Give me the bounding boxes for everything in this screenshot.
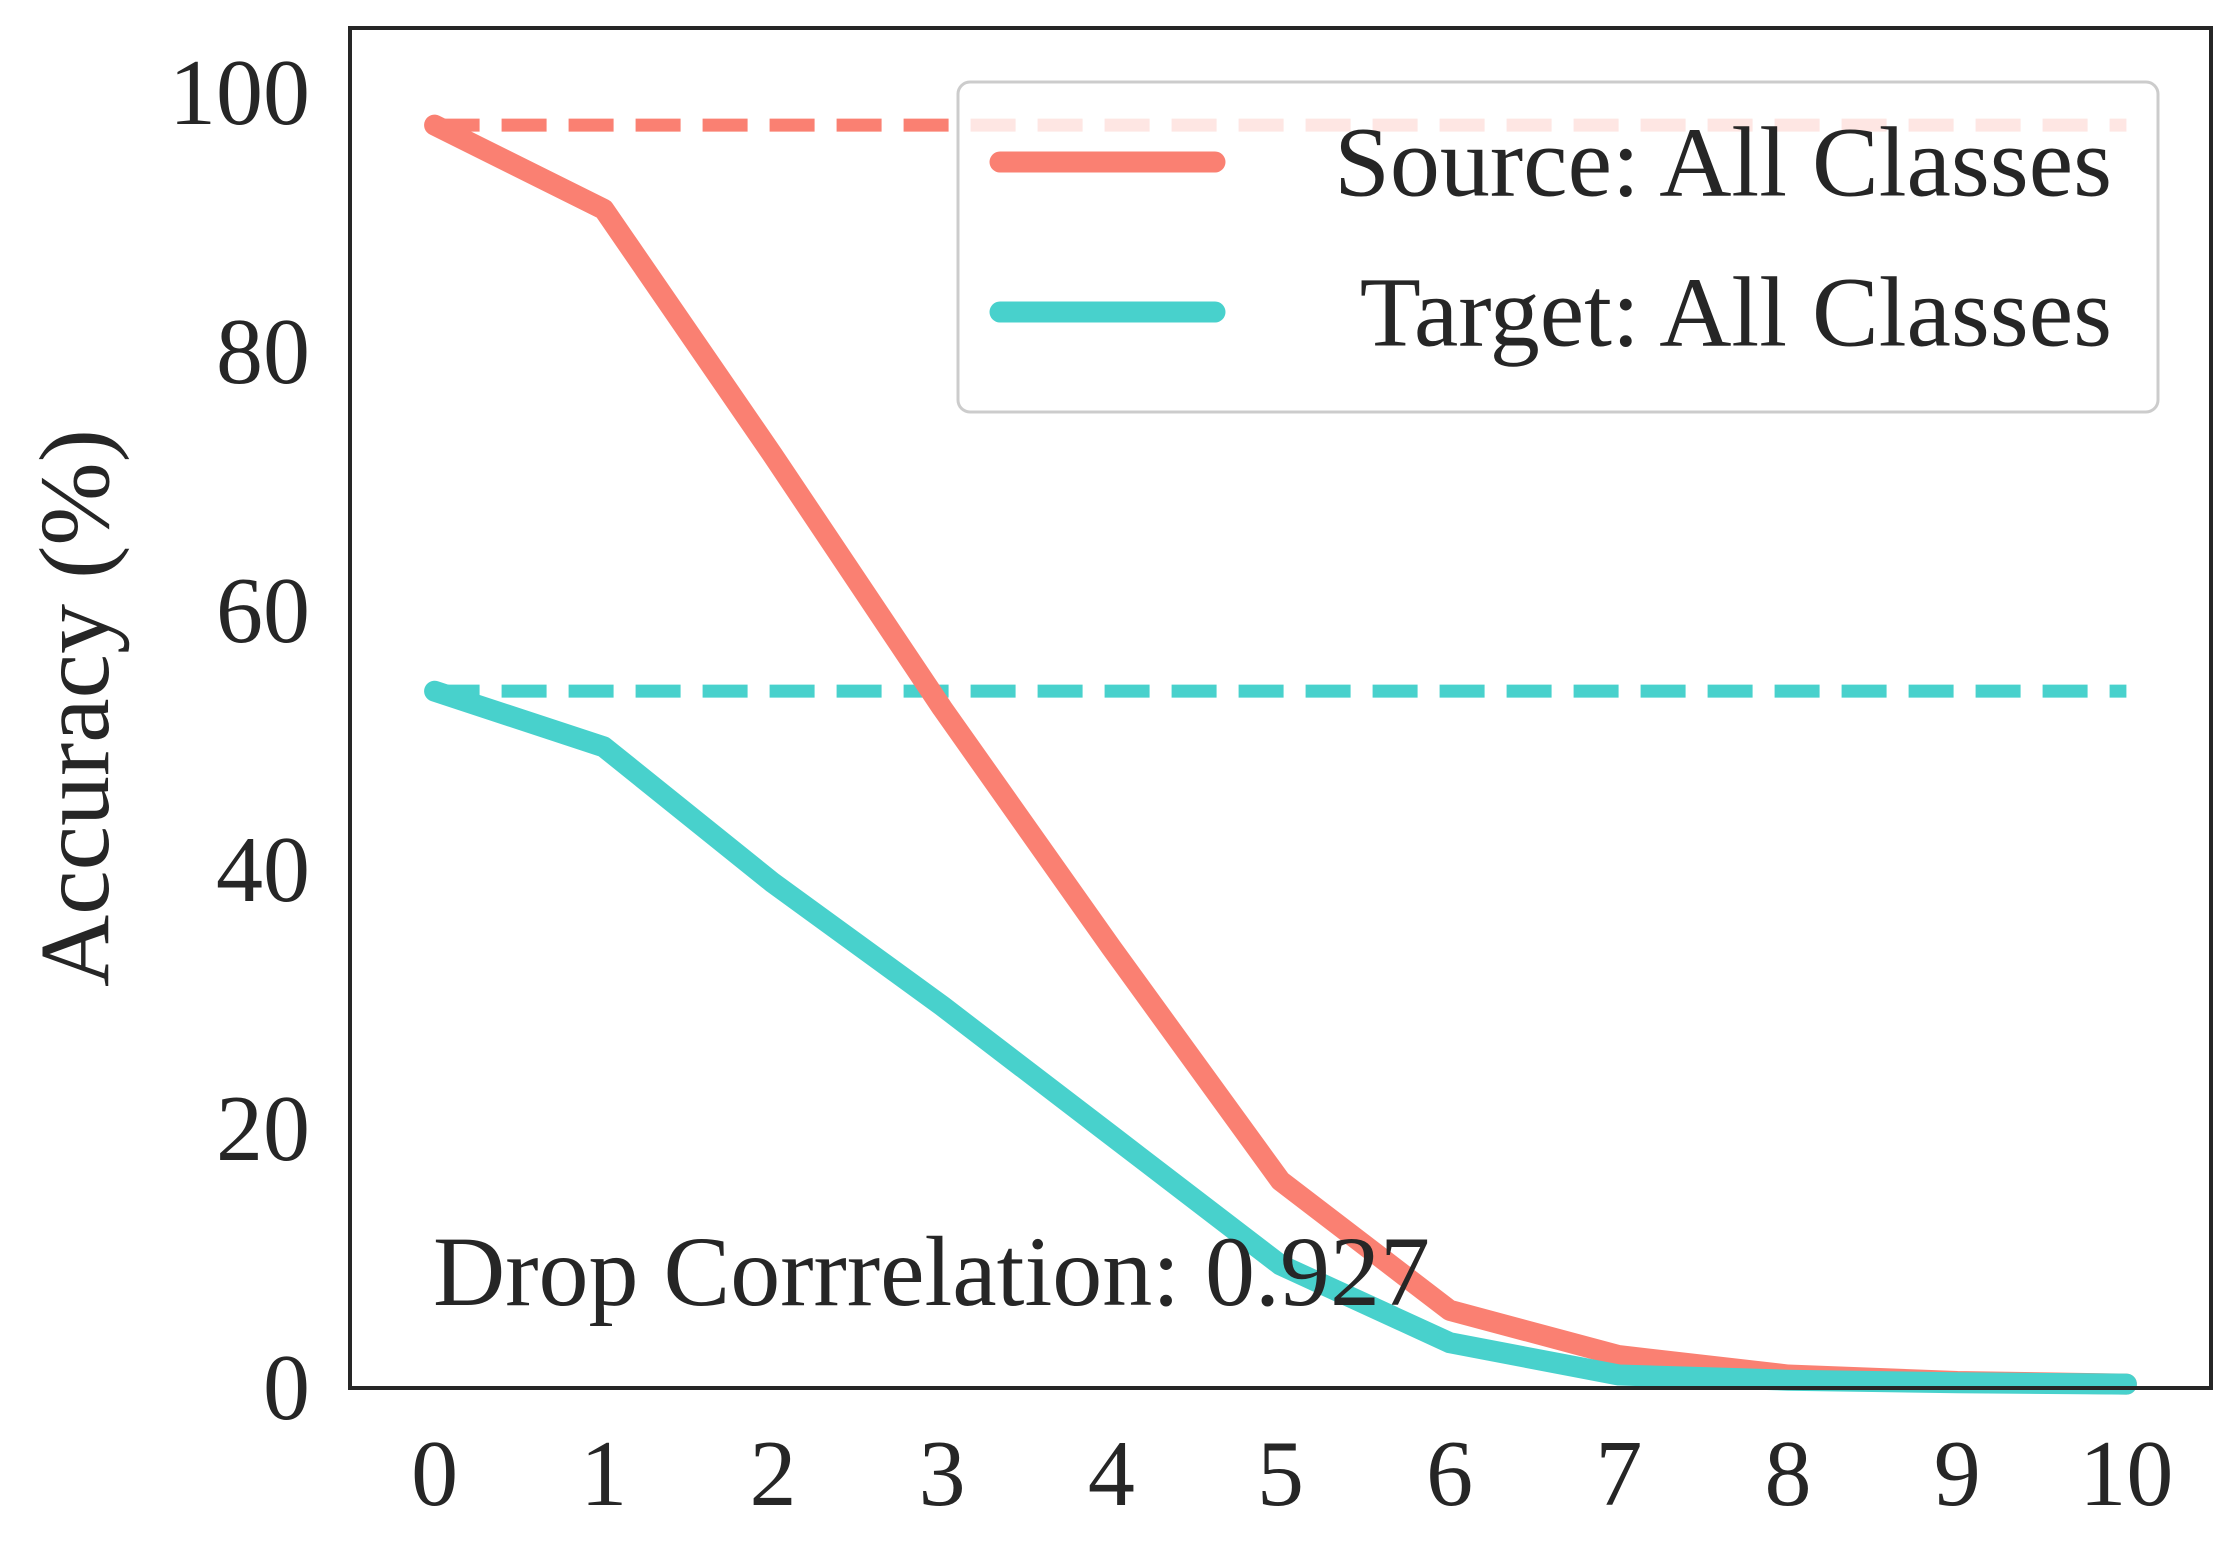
y-tick-label: 100 [169,41,310,145]
legend: Source: All Classes Target: All Classes [956,80,2160,414]
x-tick-label: 9 [1934,1422,1981,1526]
drop-correlation-annotation: Drop Corrrelation: 0.927 [433,1216,1430,1327]
x-tick-label: 10 [2079,1422,2173,1526]
x-tick-label: 5 [1257,1422,1304,1526]
x-tick-label: 8 [1765,1422,1812,1526]
legend-items: Source: All Classes Target: All Classes [989,107,2112,368]
x-tick-label: 1 [580,1422,627,1526]
series-1-line [424,680,2137,1395]
x-tick-label: 6 [1426,1422,1473,1526]
legend-label-1: Target: All Classes [1360,257,2112,368]
legend-box [956,80,2160,414]
y-axis-ticks: 0 20 40 60 80 100 [169,41,310,1440]
y-tick-label: 0 [263,1336,310,1440]
x-axis-ticks: 0 1 2 3 4 5 6 7 8 9 10 [411,1422,2173,1526]
y-tick-label: 20 [216,1077,310,1181]
x-tick-label: 4 [1088,1422,1135,1526]
x-tick-label: 0 [411,1422,458,1526]
plot-frame [348,26,2213,1390]
x-tick-label: 3 [919,1422,966,1526]
y-tick-label: 60 [216,559,310,663]
y-tick-label: 80 [216,300,310,404]
x-tick-label: 2 [749,1422,796,1526]
y-axis-label: Accuracy (%) [19,429,130,987]
x-tick-label: 7 [1595,1422,1642,1526]
legend-label-0: Source: All Classes [1334,107,2112,218]
plot-data-layer [424,114,2137,1395]
y-tick-label: 40 [216,818,310,922]
